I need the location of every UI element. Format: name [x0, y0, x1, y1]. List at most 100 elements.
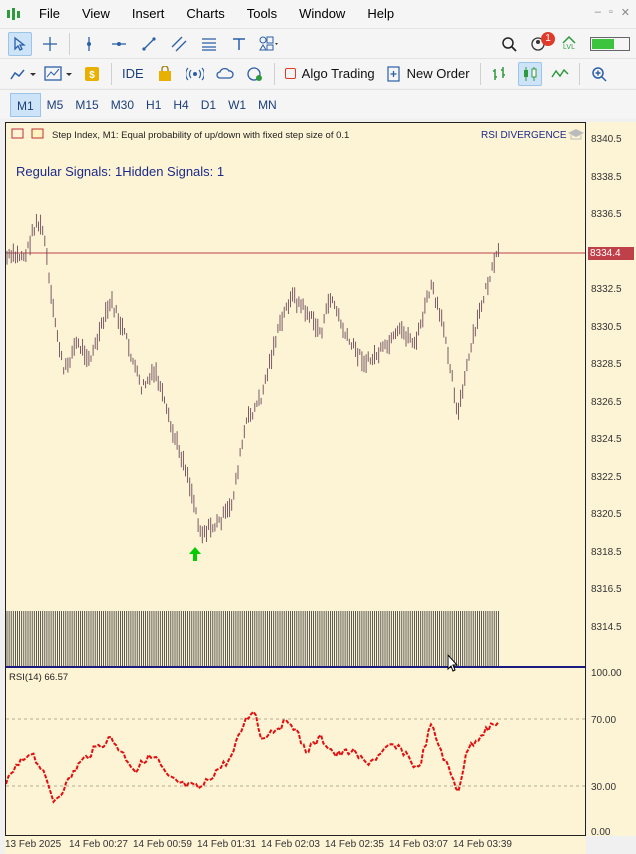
new-order-label: New Order: [406, 66, 470, 81]
main-toolbar: $ IDE Algo Trading New Order: [0, 58, 636, 88]
menu-insert[interactable]: Insert: [131, 6, 165, 21]
tf-m30[interactable]: M30: [110, 97, 135, 112]
price-tick-label: 8324.5: [591, 434, 622, 445]
rsi-tick-label: 70.00: [591, 715, 617, 726]
menu-file[interactable]: File: [39, 6, 60, 21]
shapes-icon[interactable]: [257, 32, 281, 56]
price-tick-label: 8318.5: [591, 546, 622, 558]
chart-header-icons: [11, 128, 44, 139]
price-tick-label: 8314.5: [591, 621, 622, 633]
search-icon[interactable]: [497, 32, 521, 56]
tf-d1[interactable]: D1: [200, 97, 217, 112]
current-price-label: 8334.4: [588, 247, 634, 260]
tf-m5[interactable]: M5: [46, 97, 64, 112]
price-tick-label: 8326.5: [591, 396, 622, 408]
algo-trading-stop-icon: [284, 68, 296, 79]
zoom-in-icon[interactable]: [587, 62, 611, 86]
new-order-button[interactable]: New Order: [381, 65, 476, 82]
market-bag-icon[interactable]: [153, 62, 177, 86]
chart-type-icon[interactable]: [10, 62, 38, 86]
menu-help[interactable]: Help: [367, 6, 395, 21]
time-tick-label: 13 Feb 2025: [5, 839, 62, 850]
trendline-icon[interactable]: [137, 32, 161, 56]
horizontal-line-icon[interactable]: [107, 32, 131, 56]
price-bars: [6, 213, 499, 544]
cursor-icon[interactable]: [8, 31, 32, 56]
time-axis: 13 Feb 2025 14 Feb 00:27 14 Feb 00:59 14 Fe…: [5, 836, 586, 854]
market-icon[interactable]: $: [80, 62, 104, 86]
battery-icon: [590, 36, 630, 51]
ide-button[interactable]: IDE: [116, 66, 150, 81]
rsi-tick-label: 100.00: [591, 668, 622, 679]
rsi-tick-label: 30.00: [591, 782, 617, 793]
signals-text: Regular Signals: 1Hidden Signals: 1: [16, 164, 224, 179]
tf-m1[interactable]: M1: [10, 92, 41, 117]
notifications-icon[interactable]: 1: [527, 31, 555, 56]
time-tick-label: 14 Feb 01:31: [197, 839, 256, 850]
candlestick-icon[interactable]: [517, 61, 542, 86]
line-chart-icon[interactable]: [548, 62, 572, 86]
mouse-cursor-icon: [447, 653, 459, 672]
restore-button[interactable]: ▫: [608, 6, 613, 18]
volume-histogram: [6, 611, 499, 666]
algo-trading-button[interactable]: Algo Trading: [279, 66, 381, 81]
time-tick-label: 14 Feb 00:27: [69, 839, 128, 850]
tf-w1[interactable]: W1: [228, 97, 247, 112]
indicators-icon[interactable]: [44, 62, 74, 86]
menu-view[interactable]: View: [81, 6, 110, 21]
rsi-label: RSI(14) 66.57: [9, 672, 68, 683]
text-icon[interactable]: [227, 32, 251, 56]
tf-mn[interactable]: MN: [258, 97, 277, 112]
ide-label: IDE: [122, 66, 144, 81]
bar-chart-icon[interactable]: [488, 62, 512, 86]
price-tick-label: 8332.5: [591, 284, 622, 295]
price-axis: 8340.58338.58336.58334.58332.58330.58328…: [587, 122, 636, 838]
time-tick-label: 14 Feb 00:59: [133, 839, 192, 850]
minimize-button[interactable]: –: [594, 6, 601, 18]
time-tick-label: 14 Feb 02:03: [261, 839, 320, 850]
time-tick-label: 14 Feb 02:35: [325, 839, 384, 850]
rsi-tick-label: 0.00: [591, 827, 611, 838]
vps-cloud-icon[interactable]: [213, 62, 237, 86]
menu-bar: File View Insert Charts Tools Window Hel…: [0, 0, 636, 28]
level-label: LVL: [563, 44, 575, 51]
price-tick-label: 8328.5: [591, 359, 622, 370]
signals-icon[interactable]: [183, 62, 207, 86]
close-button[interactable]: ✕: [620, 7, 630, 19]
chart-header-text: Step Index, M1: Equal probability of up/…: [52, 130, 349, 141]
time-tick-label: 14 Feb 03:07: [389, 839, 448, 850]
tf-h1[interactable]: H1: [146, 97, 162, 112]
notification-badge: 1: [541, 31, 555, 46]
price-tick-label: 8320.5: [591, 509, 622, 520]
community-icon[interactable]: [243, 62, 267, 86]
buy-signal-arrow-icon: [189, 547, 201, 561]
app-logo-icon: [0, 7, 28, 21]
tf-m15[interactable]: M15: [75, 97, 99, 112]
menu-window[interactable]: Window: [299, 6, 346, 21]
price-tick-label: 8340.5: [591, 134, 622, 145]
price-tick-label: 8338.5: [591, 171, 622, 183]
crosshair-icon[interactable]: [38, 32, 62, 56]
menu-tools[interactable]: Tools: [246, 6, 278, 21]
price-tick-label: 8316.5: [591, 584, 622, 595]
chart-window: Step Index, M1: Equal probability of up/…: [0, 119, 636, 854]
price-tick-label: 8336.5: [591, 209, 622, 220]
price-tick-label: 8322.5: [591, 471, 622, 483]
new-order-icon: [387, 65, 400, 82]
channel-icon[interactable]: [167, 32, 191, 56]
indicator-name: RSI DIVERGENCE: [481, 130, 567, 141]
time-tick-label: 14 Feb 03:39: [453, 839, 512, 850]
svg-text:$: $: [89, 70, 95, 81]
timeframe-toolbar: M1 M5 M15 M30 H1 H4 D1 W1 MN: [0, 89, 636, 119]
chart-plot-area[interactable]: Step Index, M1: Equal probability of up/…: [5, 122, 586, 836]
rsi-line: [6, 710, 500, 804]
vertical-line-icon[interactable]: [77, 32, 101, 56]
fibonacci-icon[interactable]: [197, 32, 221, 56]
tf-h4[interactable]: H4: [173, 97, 189, 112]
menu-charts[interactable]: Charts: [186, 6, 225, 21]
drawing-toolbar: 1 LVL: [0, 28, 636, 58]
algo-trading-label: Algo Trading: [301, 66, 375, 81]
price-tick-label: 8330.5: [591, 321, 622, 333]
mortarboard-icon: [568, 129, 584, 140]
level-icon[interactable]: LVL: [557, 32, 581, 56]
